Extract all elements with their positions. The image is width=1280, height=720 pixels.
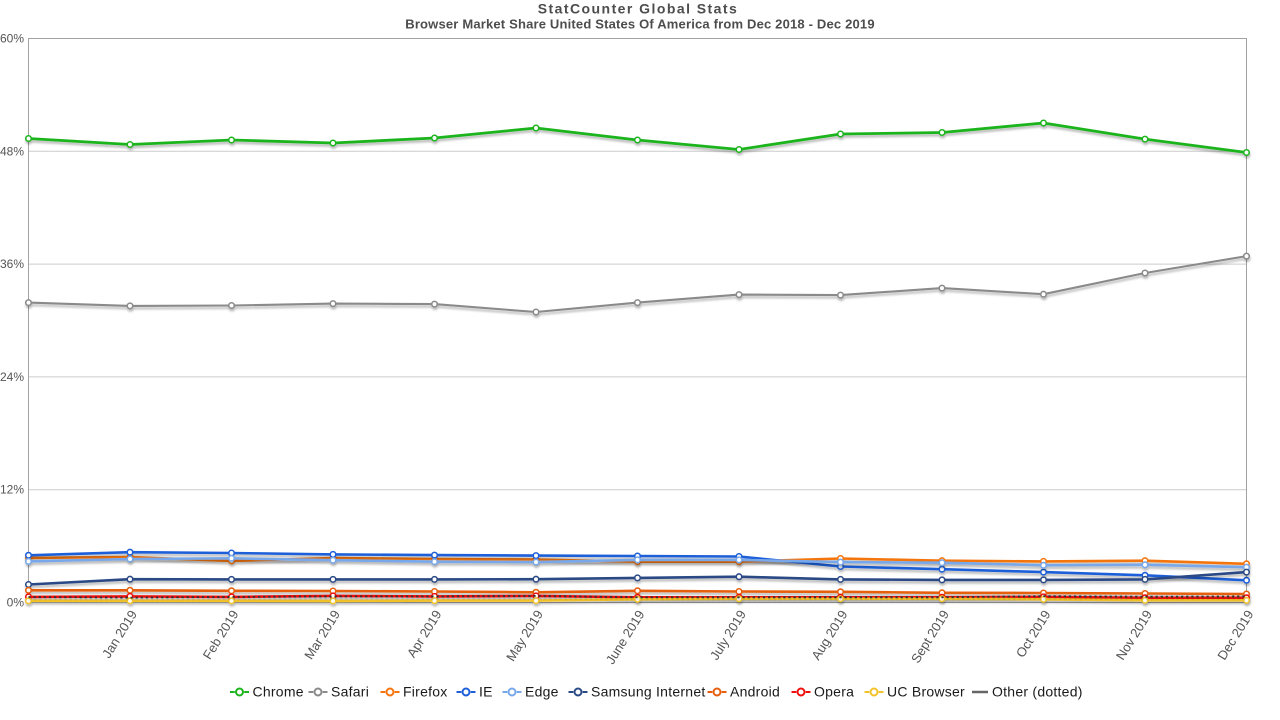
svg-text:Firefox: Firefox	[403, 684, 448, 700]
svg-text:Browser Market Share United St: Browser Market Share United States Of Am…	[405, 17, 874, 32]
svg-text:Safari: Safari	[331, 684, 369, 700]
svg-text:Opera: Opera	[814, 684, 854, 700]
svg-text:Samsung Internet: Samsung Internet	[591, 684, 706, 700]
svg-text:Chrome: Chrome	[253, 684, 304, 700]
svg-text:UC Browser: UC Browser	[887, 684, 965, 700]
svg-text:12%: 12%	[0, 483, 24, 497]
svg-text:48%: 48%	[0, 144, 24, 158]
svg-text:Android: Android	[730, 684, 780, 700]
svg-text:24%: 24%	[0, 370, 24, 384]
svg-text:60%: 60%	[0, 32, 24, 46]
svg-text:0%: 0%	[7, 596, 25, 610]
svg-text:IE: IE	[479, 684, 493, 700]
svg-text:Edge: Edge	[525, 684, 559, 700]
svg-text:36%: 36%	[0, 257, 24, 271]
svg-text:Other (dotted): Other (dotted)	[992, 684, 1083, 700]
svg-text:StatCounter Global Stats: StatCounter Global Stats	[538, 1, 738, 17]
